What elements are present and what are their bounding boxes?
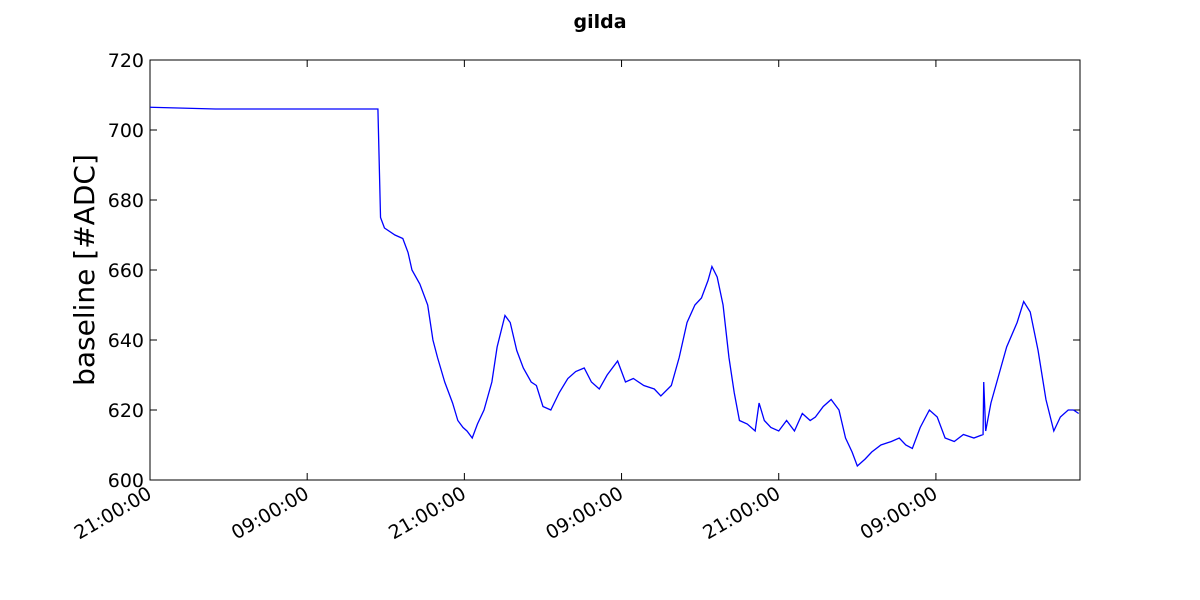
plot-frame [149, 59, 1081, 481]
x-tick-label: 09:00:00 [542, 482, 627, 544]
y-axis-label: baseline [#ADC] [68, 154, 101, 386]
x-tick-label: 21:00:00 [385, 482, 470, 544]
x-tick-label: 09:00:00 [857, 482, 942, 544]
y-tick-label: 600 [108, 470, 144, 492]
chart-title: gilda [573, 11, 626, 33]
y-tick-label: 620 [108, 400, 144, 422]
data-line [149, 106, 1080, 468]
x-tick-label: 09:00:00 [228, 482, 313, 544]
y-tick-label: 700 [108, 120, 144, 142]
x-tick-label: 21:00:00 [699, 482, 784, 544]
y-tick-label: 660 [108, 260, 144, 282]
y-tick-label: 640 [108, 330, 144, 352]
y-tick-label: 680 [108, 190, 144, 212]
y-tick-label: 720 [108, 50, 144, 72]
